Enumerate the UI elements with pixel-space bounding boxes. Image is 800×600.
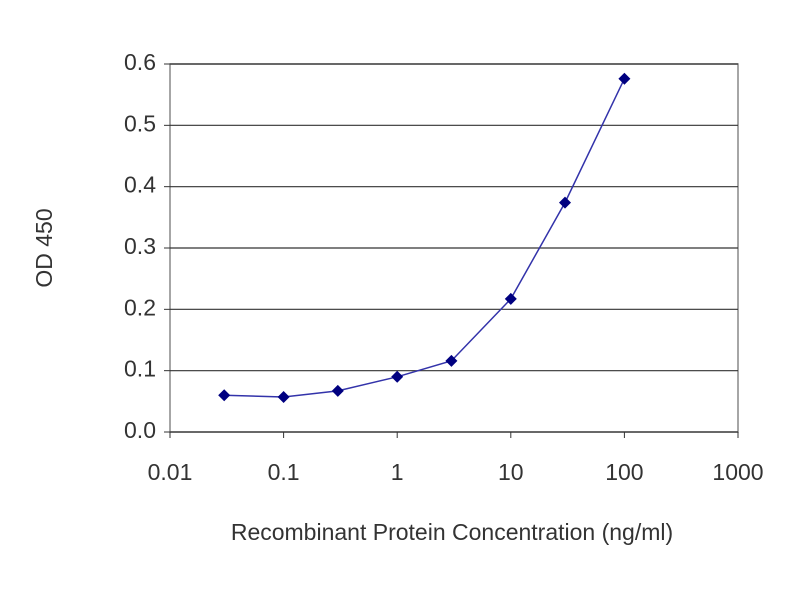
x-tick-label: 1000	[712, 459, 763, 485]
y-tick-label: 0.3	[124, 233, 156, 259]
data-point	[559, 196, 572, 209]
x-tick-label: 1	[391, 459, 404, 485]
data-point	[391, 370, 404, 383]
x-tick-label: 10	[498, 459, 524, 485]
y-tick-label: 0.0	[124, 417, 156, 443]
y-axis-label: OD 450	[31, 208, 57, 287]
series-line	[224, 78, 626, 398]
y-tick-label: 0.2	[124, 294, 156, 320]
y-tick-label: 0.5	[124, 110, 156, 136]
data-point	[218, 389, 231, 402]
x-tick-label: 100	[605, 459, 643, 485]
data-point	[504, 292, 517, 305]
x-tick-label: 0.1	[268, 459, 300, 485]
x-tick-label: 0.01	[148, 459, 193, 485]
y-tick-label: 0.6	[124, 49, 156, 75]
data-point	[331, 384, 344, 397]
y-tick-label: 0.4	[124, 172, 156, 198]
y-tick-label: 0.1	[124, 356, 156, 382]
data-point	[277, 391, 290, 404]
data-point	[618, 72, 631, 85]
data-point	[445, 354, 458, 367]
x-axis-label: Recombinant Protein Concentration (ng/ml…	[231, 519, 673, 545]
